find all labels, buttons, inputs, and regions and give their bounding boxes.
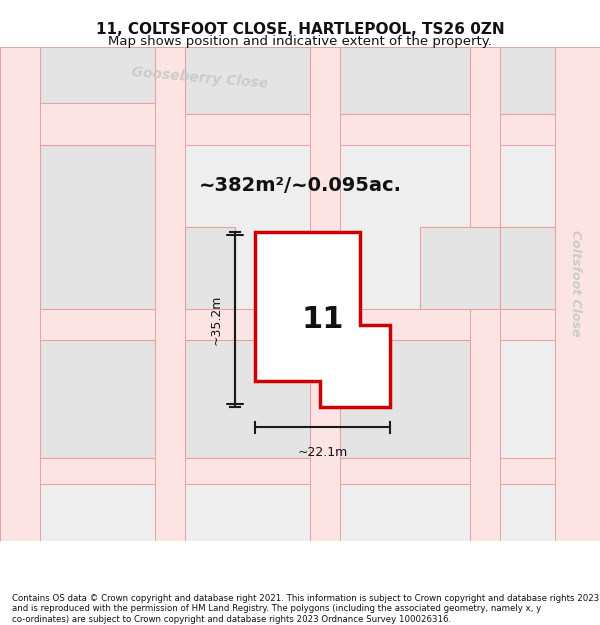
Bar bbox=[500, 227, 555, 309]
Bar bbox=[0, 309, 600, 340]
Text: ~35.2m: ~35.2m bbox=[210, 294, 223, 344]
Bar bbox=[555, 47, 600, 541]
Text: Contains OS data © Crown copyright and database right 2021. This information is : Contains OS data © Crown copyright and d… bbox=[12, 594, 599, 624]
Text: ~382m²/~0.095ac.: ~382m²/~0.095ac. bbox=[199, 176, 401, 195]
Bar bbox=[340, 340, 470, 458]
Text: ~22.1m: ~22.1m bbox=[298, 446, 347, 459]
Bar bbox=[155, 47, 185, 541]
Bar bbox=[0, 47, 40, 541]
Text: 11, COLTSFOOT CLOSE, HARTLEPOOL, TS26 0ZN: 11, COLTSFOOT CLOSE, HARTLEPOOL, TS26 0Z… bbox=[95, 22, 505, 37]
Bar bbox=[0, 458, 600, 484]
Text: Map shows position and indicative extent of the property.: Map shows position and indicative extent… bbox=[108, 35, 492, 48]
Text: Gooseberry Close: Gooseberry Close bbox=[131, 65, 269, 91]
Bar bbox=[0, 47, 600, 98]
Bar bbox=[40, 47, 155, 104]
Bar bbox=[310, 47, 340, 541]
Bar bbox=[40, 340, 155, 458]
Bar bbox=[0, 104, 600, 144]
Bar bbox=[340, 47, 470, 114]
Text: 11: 11 bbox=[301, 305, 344, 334]
Bar bbox=[185, 340, 310, 458]
Bar bbox=[40, 144, 155, 309]
Polygon shape bbox=[255, 232, 390, 407]
Bar bbox=[420, 227, 500, 309]
Bar bbox=[185, 47, 310, 114]
Bar bbox=[500, 47, 555, 114]
Text: Coltsfoot Close: Coltsfoot Close bbox=[569, 230, 581, 337]
Bar bbox=[185, 227, 235, 309]
Bar bbox=[470, 47, 500, 541]
